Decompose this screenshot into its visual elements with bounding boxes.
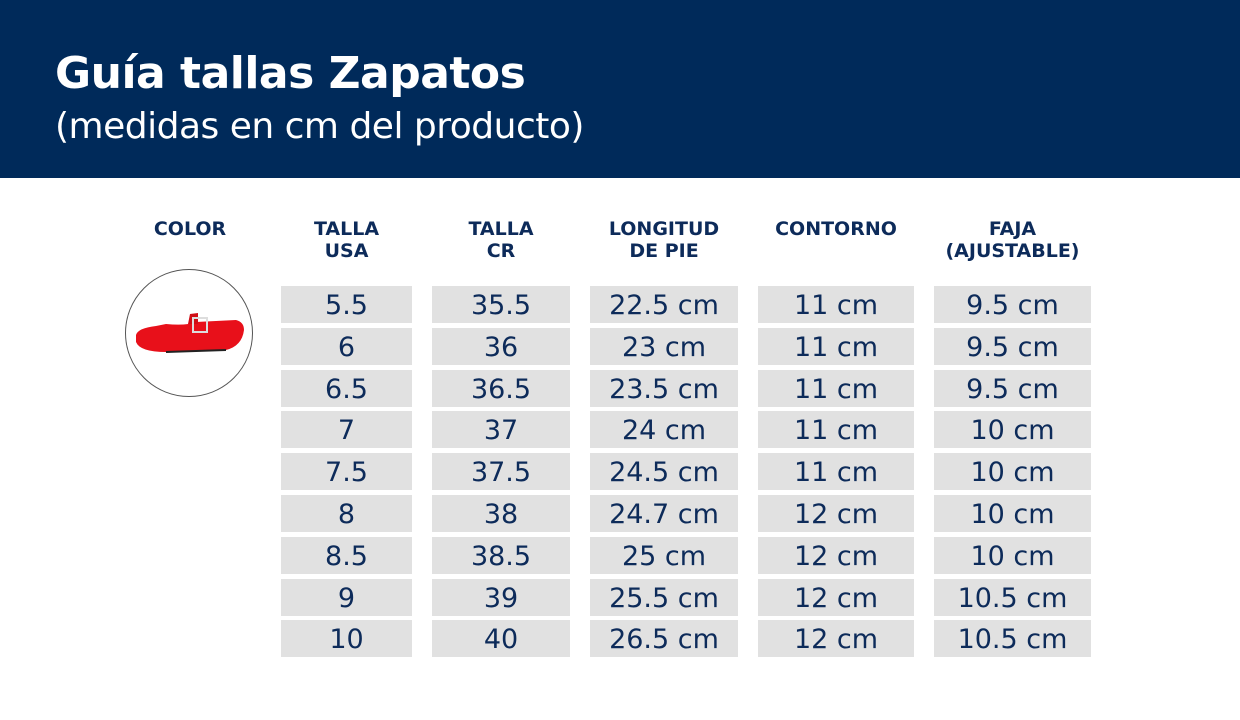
table-cell: 11 cm — [758, 453, 914, 491]
table-cell: 38 — [432, 495, 570, 532]
column-header: FAJA (AJUSTABLE) — [934, 218, 1091, 262]
table-cell: 37 — [432, 411, 570, 449]
table-cell: 24.5 cm — [590, 453, 738, 491]
table-cell: 24.7 cm — [590, 495, 738, 532]
page-title: Guía tallas Zapatos — [55, 48, 526, 99]
table-cell: 36 — [432, 327, 570, 365]
table-cell: 10 cm — [934, 453, 1091, 491]
table-cell: 9.5 cm — [934, 327, 1091, 365]
table-cell: 26.5 cm — [590, 620, 738, 658]
column-header: LONGITUD DE PIE — [590, 218, 738, 262]
table-cell: 12 cm — [758, 495, 914, 532]
table-cell: 9.5 cm — [934, 286, 1091, 323]
table-cell: 11 cm — [758, 369, 914, 407]
table-cell: 10.5 cm — [934, 578, 1091, 616]
column-header-text: USA — [324, 240, 369, 262]
table-cell: 8 — [281, 495, 412, 532]
table-cell: 22.5 cm — [590, 286, 738, 323]
table-cell: 11 cm — [758, 327, 914, 365]
table-cell: 11 cm — [758, 286, 914, 323]
table-cell: 10 cm — [934, 411, 1091, 449]
column-header-text: CONTORNO — [775, 218, 897, 240]
table-cell: 6 — [281, 327, 412, 365]
column-header-text: COLOR — [153, 218, 227, 240]
column-header: CONTORNO — [758, 218, 914, 240]
column-header-text: DE PIE — [629, 240, 699, 262]
column-header: COLOR — [125, 218, 255, 240]
table-cell: 23 cm — [590, 327, 738, 365]
column-header-text: TALLA — [468, 218, 534, 240]
table-cell: 7 — [281, 411, 412, 449]
table-cell: 35.5 — [432, 286, 570, 323]
shoe-icon — [136, 313, 244, 353]
table-cell: 10.5 cm — [934, 620, 1091, 658]
column-header-text: (AJUSTABLE) — [945, 240, 1080, 262]
column-header-text: CR — [486, 240, 516, 262]
table-cell: 38.5 — [432, 536, 570, 574]
table-cell: 40 — [432, 620, 570, 658]
table-cell: 10 cm — [934, 536, 1091, 574]
column-header-text: FAJA — [988, 218, 1037, 240]
table-cell: 25 cm — [590, 536, 738, 574]
table-cell: 12 cm — [758, 536, 914, 574]
table-cell: 10 — [281, 620, 412, 658]
column-header: TALLA USA — [281, 218, 412, 262]
header-banner: Guía tallas Zapatos (medidas en cm del p… — [0, 0, 1240, 178]
table-cell: 11 cm — [758, 411, 914, 449]
table-cell: 37.5 — [432, 453, 570, 491]
column-header-text: TALLA — [313, 218, 380, 240]
table-cell: 6.5 — [281, 369, 412, 407]
table-cell: 8.5 — [281, 536, 412, 574]
page-subtitle: (medidas en cm del producto) — [55, 106, 584, 147]
product-photo — [125, 269, 253, 397]
table-cell: 9 — [281, 578, 412, 616]
column-header: TALLA CR — [432, 218, 570, 262]
table-cell: 5.5 — [281, 286, 412, 323]
table-cell: 7.5 — [281, 453, 412, 491]
column-header-text: LONGITUD — [608, 218, 720, 240]
table-cell: 23.5 cm — [590, 369, 738, 407]
table-cell: 36.5 — [432, 369, 570, 407]
table-cell: 12 cm — [758, 578, 914, 616]
table-cell: 10 cm — [934, 495, 1091, 532]
table-cell: 24 cm — [590, 411, 738, 449]
table-cell: 25.5 cm — [590, 578, 738, 616]
table-cell: 12 cm — [758, 620, 914, 658]
table-cell: 39 — [432, 578, 570, 616]
table-cell: 9.5 cm — [934, 369, 1091, 407]
